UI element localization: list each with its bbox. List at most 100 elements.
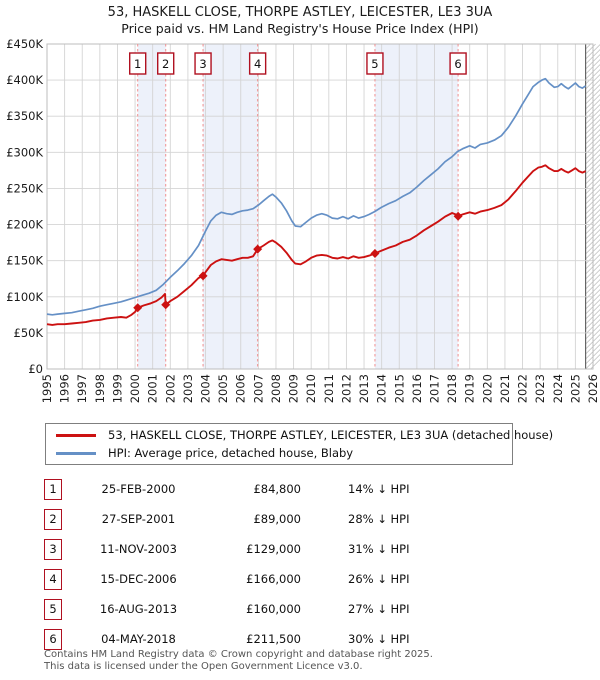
x-tick-label: 2000 [128,374,142,403]
sale-price: £84,800 [253,482,301,496]
x-tick-label: 2009 [287,374,301,403]
price-chart: 53, HASKELL CLOSE, THORPE ASTLEY, LEICES… [0,5,600,404]
x-tick-label: 2016 [410,374,424,403]
legend-label-hpi: HPI: Average price, detached house, Blab… [108,446,354,460]
sale-number-badge: 4 [44,568,62,590]
sale-marker-diamond [133,303,143,313]
sale-price: £211,500 [246,632,301,646]
x-tick-label: 2006 [234,374,248,403]
sale-price: £166,000 [246,572,301,586]
hpi-line [46,77,587,316]
x-tick-label: 2019 [463,374,477,403]
x-tick-label: 2014 [375,374,389,403]
sale-price: £160,000 [246,602,301,616]
x-tick-label: 2024 [551,374,565,403]
shaded-band [137,44,166,369]
x-tick-label: 2013 [357,374,371,403]
chart-subtitle: Price paid vs. HM Land Registry's House … [121,21,478,36]
property-line-swatch [56,433,96,437]
sale-price: £89,000 [253,512,301,526]
legend-label-property: 53, HASKELL CLOSE, THORPE ASTLEY, LEICES… [108,428,554,442]
x-tick-label: 2004 [199,374,213,403]
sale-number-box [194,52,212,75]
x-tick-label: 2021 [498,374,512,403]
table-row: 4 15-DEC-2006 £166,000 26% ↓ HPI [44,564,600,594]
sale-date: 04-MAY-2018 [101,632,176,646]
shaded-band [203,44,258,369]
x-tick-label: 2017 [427,374,441,403]
legend-item-hpi: HPI: Average price, detached house, Blab… [46,446,512,461]
sale-number-box [366,52,384,75]
x-tick-label: 2011 [322,374,336,403]
sale-date: 27-SEP-2001 [101,512,176,526]
x-tick-label: 2022 [516,374,530,403]
y-tick-label: £450K [6,37,43,51]
x-tick-label: 1996 [58,374,72,403]
y-tick-label: £400K [6,73,43,87]
table-row: 6 04-MAY-2018 £211,500 30% ↓ HPI [44,624,600,654]
x-tick-label: 2018 [445,374,459,403]
sale-hpi-delta: 14% ↓ HPI [348,482,410,496]
hatch-line [535,304,600,370]
sale-number-box-label: 2 [162,57,169,71]
y-tick-label: £0 [28,362,43,376]
sale-number-box-label: 6 [454,57,461,71]
x-tick-label: 1997 [75,374,89,403]
chart-legend: 53, HASKELL CLOSE, THORPE ASTLEY, LEICES… [45,423,553,465]
y-tick-label: £50K [14,326,44,340]
sale-number-box-label: 4 [254,57,261,71]
x-tick-label: 2001 [146,374,160,403]
chart-title: 53, HASKELL CLOSE, THORPE ASTLEY, LEICES… [108,5,493,20]
x-tick-label: 1999 [110,374,124,403]
sale-number-badge: 5 [44,598,62,620]
sale-marker-diamond [253,244,263,254]
table-row: 5 16-AUG-2013 £160,000 27% ↓ HPI [44,594,600,624]
y-tick-label: £150K [6,254,43,268]
sale-date: 11-NOV-2003 [100,542,177,556]
legend-item-property: 53, HASKELL CLOSE, THORPE ASTLEY, LEICES… [46,428,553,443]
sale-marker-diamond [370,248,380,258]
sale-number-box [248,52,267,75]
sale-date: 16-AUG-2013 [99,602,178,616]
sales-table: 1 25-FEB-2000 £84,800 14% ↓ HPI 2 27-SEP… [0,474,600,654]
x-tick-label: 2008 [269,374,283,403]
sale-number-box [129,52,147,75]
sale-number-box [157,52,175,75]
y-tick-label: £250K [6,181,43,195]
hatch-mask [0,44,586,369]
table-row: 3 11-NOV-2003 £129,000 31% ↓ HPI [44,534,600,564]
x-tick-label: 2003 [181,374,195,403]
sale-hpi-delta: 31% ↓ HPI [348,542,410,556]
x-tick-label: 2002 [163,374,177,403]
sale-hpi-delta: 30% ↓ HPI [348,632,410,646]
x-tick-label: 2025 [568,374,582,403]
sale-hpi-delta: 28% ↓ HPI [348,512,410,526]
x-tick-label: 2007 [251,374,265,403]
y-tick-label: £350K [6,109,43,123]
sale-marker-diamond [198,271,208,281]
hpi-line-swatch [56,451,96,455]
y-tick-label: £100K [6,290,43,304]
sale-number-box-label: 5 [371,57,378,71]
sale-number-badge: 2 [44,508,62,530]
table-row: 2 27-SEP-2001 £89,000 28% ↓ HPI [44,504,600,534]
x-tick-label: 2015 [392,374,406,403]
x-tick-label: 2005 [216,374,230,403]
sale-number-badge: 6 [44,628,62,650]
plot-area: £0 £50K £100K £150K £200K £250K £300K £350K £400… [0,37,600,403]
footer-line-1: Contains HM Land Registry data © Crown c… [44,649,433,660]
license-footer: Contains HM Land Registry data © Crown c… [44,649,433,672]
sale-marker-diamond [161,300,171,310]
x-tick-label: 2020 [480,374,494,403]
sale-hpi-delta: 26% ↓ HPI [348,572,410,586]
sale-date: 25-FEB-2000 [101,482,176,496]
sale-date: 15-DEC-2006 [100,572,177,586]
sale-number-box-label: 3 [199,57,206,71]
sale-price: £129,000 [246,542,301,556]
footer-line-2: This data is licensed under the Open Gov… [44,660,363,672]
x-tick-label: 2010 [304,374,318,403]
x-tick-label: 2023 [533,374,547,403]
sale-number-badge: 3 [44,538,62,560]
sale-number-badge: 1 [44,478,62,500]
